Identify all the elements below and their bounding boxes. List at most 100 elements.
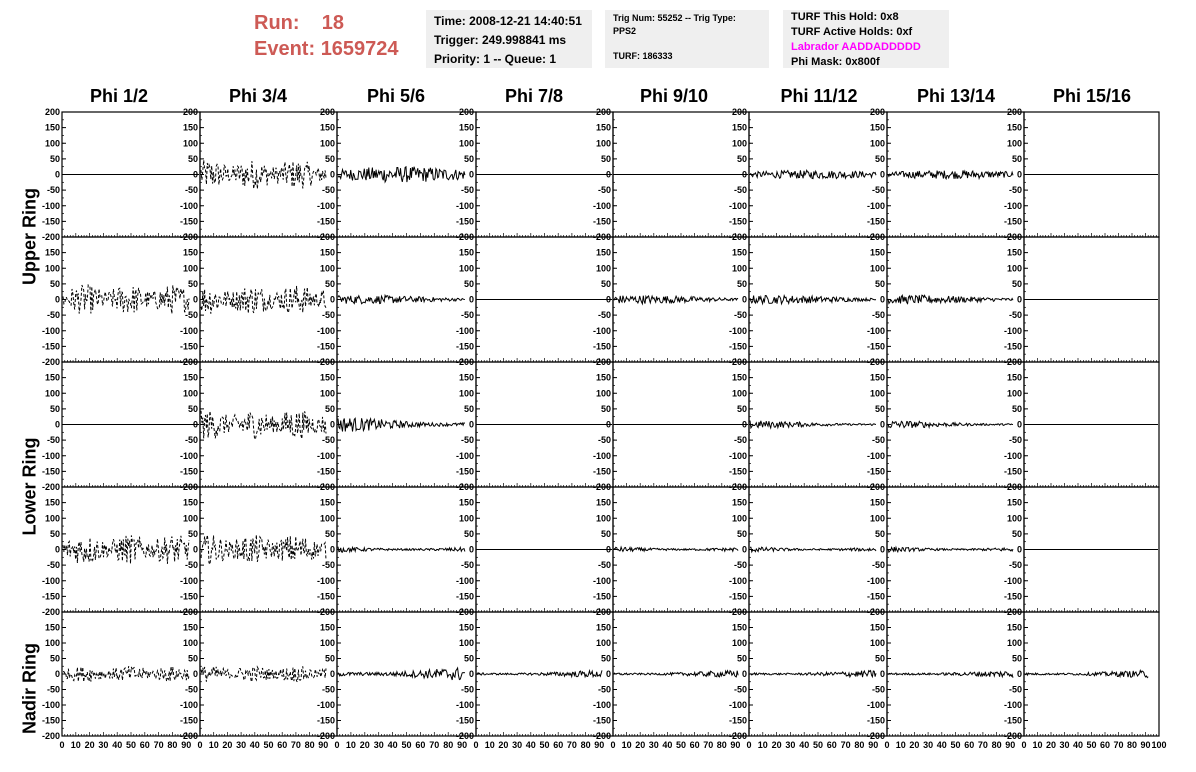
y-tick-label: -100 xyxy=(867,201,885,211)
y-tick-label: -150 xyxy=(317,716,335,726)
x-tick-label: 0 xyxy=(746,740,751,750)
y-tick-label: 0 xyxy=(606,545,611,555)
y-tick-label: 150 xyxy=(870,498,885,508)
y-tick-label: -50 xyxy=(461,310,474,320)
waveform-trace xyxy=(749,420,876,430)
y-tick-label: 150 xyxy=(45,623,60,633)
y-tick-label: 100 xyxy=(732,138,747,148)
y-tick-label: -100 xyxy=(180,576,198,586)
y-tick-label: 50 xyxy=(1012,404,1022,414)
x-tick-label: 80 xyxy=(854,740,864,750)
y-tick-label: 100 xyxy=(596,513,611,523)
y-tick-label: -100 xyxy=(317,576,335,586)
y-tick-label: 100 xyxy=(596,388,611,398)
y-tick-label: -50 xyxy=(47,435,60,445)
trig-text: Trig Num: 55252 -- Trig Type: PPS2 xyxy=(613,13,736,36)
x-tick-label: 40 xyxy=(526,740,536,750)
y-tick-label: 150 xyxy=(596,248,611,258)
y-tick-label: -200 xyxy=(867,731,885,741)
x-tick-label: 90 xyxy=(318,740,328,750)
y-tick-label: 0 xyxy=(1017,669,1022,679)
y-tick-label: 200 xyxy=(320,107,335,117)
y-tick-label: 100 xyxy=(1007,388,1022,398)
y-tick-label: 0 xyxy=(1017,295,1022,305)
y-tick-label: 50 xyxy=(50,529,60,539)
y-tick-label: -100 xyxy=(42,700,60,710)
y-tick-label: 100 xyxy=(870,138,885,148)
y-tick-label: 0 xyxy=(330,170,335,180)
y-tick-label: 50 xyxy=(601,654,611,664)
column-header-phi-3-4: Phi 3/4 xyxy=(228,86,288,106)
y-tick-label: -150 xyxy=(456,716,474,726)
x-tick-label: 80 xyxy=(1127,740,1137,750)
y-tick-label: -200 xyxy=(42,731,60,741)
x-tick-label: 20 xyxy=(498,740,508,750)
y-tick-label: 50 xyxy=(875,404,885,414)
waveform-trace xyxy=(62,283,190,314)
y-tick-label: -50 xyxy=(598,685,611,695)
y-tick-label: 50 xyxy=(601,529,611,539)
x-tick-label: 0 xyxy=(197,740,202,750)
y-tick-label: 50 xyxy=(188,404,198,414)
x-tick-label: 0 xyxy=(473,740,478,750)
x-tick-label: 30 xyxy=(785,740,795,750)
y-tick-label: 150 xyxy=(732,498,747,508)
y-tick-label: -100 xyxy=(456,326,474,336)
x-tick-label: 80 xyxy=(305,740,315,750)
waveform-trace xyxy=(613,545,739,553)
y-tick-label: 100 xyxy=(459,638,474,648)
x-tick-label: 90 xyxy=(1005,740,1015,750)
x-tick-label: 80 xyxy=(581,740,591,750)
y-tick-label: 100 xyxy=(183,513,198,523)
y-tick-label: 100 xyxy=(459,263,474,273)
y-tick-label: 100 xyxy=(320,263,335,273)
phi-mask-text: Phi Mask: 0x800f xyxy=(791,56,880,68)
y-tick-label: -150 xyxy=(593,466,611,476)
waveform-trace xyxy=(337,293,465,305)
y-tick-label: 50 xyxy=(50,654,60,664)
x-tick-label: 0 xyxy=(884,740,889,750)
y-tick-label: 150 xyxy=(1007,623,1022,633)
x-tick-label: 40 xyxy=(388,740,398,750)
x-tick-label: 50 xyxy=(1086,740,1096,750)
y-tick-label: -50 xyxy=(734,435,747,445)
y-tick-label: -100 xyxy=(317,700,335,710)
y-tick-label: 0 xyxy=(742,295,747,305)
y-tick-label: -50 xyxy=(322,435,335,445)
y-tick-label: -150 xyxy=(867,216,885,226)
y-tick-label: 150 xyxy=(183,623,198,633)
waveform-trace xyxy=(887,169,1014,181)
y-tick-label: 50 xyxy=(464,154,474,164)
y-tick-label: -150 xyxy=(593,216,611,226)
y-tick-label: -50 xyxy=(598,185,611,195)
y-tick-label: 200 xyxy=(459,107,474,117)
y-tick-label: -150 xyxy=(42,591,60,601)
y-tick-label: 0 xyxy=(330,420,335,430)
y-tick-label: -100 xyxy=(729,700,747,710)
y-tick-label: 0 xyxy=(469,295,474,305)
y-tick-label: -100 xyxy=(593,700,611,710)
y-tick-label: -150 xyxy=(456,216,474,226)
y-tick-label: -150 xyxy=(729,591,747,601)
y-tick-label: -100 xyxy=(593,201,611,211)
x-tick-label: 10 xyxy=(758,740,768,750)
x-tick-label: 70 xyxy=(1113,740,1123,750)
x-tick-label: 90 xyxy=(1140,740,1150,750)
x-tick-label: 20 xyxy=(772,740,782,750)
x-tick-label: 80 xyxy=(717,740,727,750)
y-tick-label: 200 xyxy=(732,107,747,117)
y-tick-label: 100 xyxy=(183,638,198,648)
waveform-trace xyxy=(476,668,603,679)
x-tick-label: 50 xyxy=(539,740,549,750)
x-tick-label: 40 xyxy=(1073,740,1083,750)
y-tick-label: 100 xyxy=(320,138,335,148)
priority-text: Priority: 1 -- Queue: 1 xyxy=(434,52,557,66)
x-tick-label: 10 xyxy=(622,740,632,750)
y-tick-label: -150 xyxy=(42,216,60,226)
x-tick-label: 10 xyxy=(896,740,906,750)
column-header-phi-11-12: Phi 11/12 xyxy=(780,86,858,106)
x-tick-label: 20 xyxy=(635,740,645,750)
y-tick-label: -50 xyxy=(1009,560,1022,570)
y-tick-label: 150 xyxy=(596,373,611,383)
